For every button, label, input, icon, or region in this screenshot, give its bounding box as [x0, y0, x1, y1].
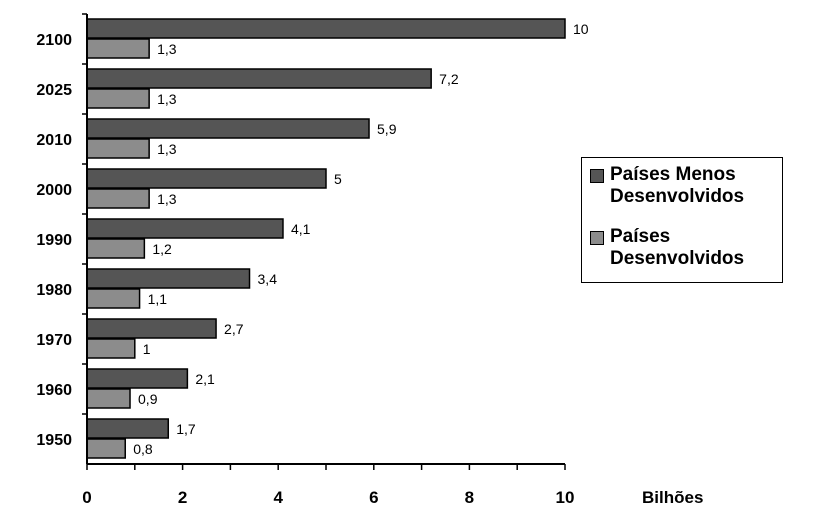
bar-less-developed-1950 [86, 418, 170, 439]
category-label-1990: 1990 [36, 232, 72, 249]
category-label-2000: 2000 [36, 182, 72, 199]
legend-label-less-developed: Países Menos Desenvolvidos [610, 164, 745, 207]
category-label-1970: 1970 [36, 332, 72, 349]
category-label-2100: 2100 [36, 32, 72, 49]
category-label-1960: 1960 [36, 382, 72, 399]
data-label-developed-1990: 1,2 [152, 241, 172, 257]
category-label-1950: 1950 [36, 432, 72, 449]
bar-less-developed-2100 [86, 18, 566, 39]
data-label-less-developed-1980: 3,4 [258, 271, 278, 287]
data-label-less-developed-1950: 1,7 [176, 421, 196, 437]
data-label-less-developed-2000: 5 [334, 171, 342, 187]
category-label-2025: 2025 [36, 82, 72, 99]
data-label-less-developed-1970: 2,7 [224, 321, 244, 337]
legend-swatch-developed [590, 231, 604, 245]
bar-less-developed-2010 [86, 118, 370, 139]
data-label-less-developed-2025: 7,2 [439, 71, 459, 87]
legend: Países Menos Desenvolvidos Países Desenv… [581, 157, 783, 283]
bar-developed-1960 [86, 388, 131, 409]
data-label-less-developed-2100: 10 [573, 21, 589, 37]
bar-developed-2025 [86, 88, 150, 109]
data-label-less-developed-2010: 5,9 [377, 121, 397, 137]
category-label-1980: 1980 [36, 282, 72, 299]
x-tick-label-2: 2 [178, 488, 187, 507]
data-label-developed-1950: 0,8 [133, 441, 153, 457]
bar-developed-2010 [86, 138, 150, 159]
category-label-2010: 2010 [36, 132, 72, 149]
legend-item-developed: Países Desenvolvidos [590, 226, 782, 270]
x-tick-label-10: 10 [556, 488, 575, 507]
bar-less-developed-1960 [86, 368, 189, 389]
legend-item-less-developed: Países Menos Desenvolvidos [590, 164, 782, 208]
x-tick-label-8: 8 [465, 488, 474, 507]
bar-developed-1970 [86, 338, 136, 359]
bar-developed-1990 [86, 238, 146, 259]
bar-less-developed-1990 [86, 218, 284, 239]
bar-less-developed-2025 [86, 68, 432, 89]
legend-swatch-less-developed [590, 169, 604, 183]
legend-label-developed: Países Desenvolvidos [610, 226, 745, 269]
x-tick-label-4: 4 [273, 488, 283, 507]
data-label-less-developed-1990: 4,1 [291, 221, 311, 237]
x-tick-label-0: 0 [82, 488, 91, 507]
bar-developed-2000 [86, 188, 150, 209]
data-label-developed-2025: 1,3 [157, 91, 177, 107]
bar-less-developed-1970 [86, 318, 217, 339]
bars-group: 1,7 0,8 2,1 0,9 2,7 1 3,4 1,1 4,1 1,2 5 1,3 5,9 1,3 7,… [86, 18, 589, 459]
data-label-developed-2100: 1,3 [157, 41, 177, 57]
bar-developed-1950 [86, 438, 126, 459]
data-label-developed-2000: 1,3 [157, 191, 177, 207]
data-label-developed-1980: 1,1 [148, 291, 168, 307]
x-tick-label-6: 6 [369, 488, 378, 507]
bar-less-developed-1980 [86, 268, 251, 289]
axes-group: 1950 1960 1970 1980 1990 2000 2010 2025 2100 0 2 4 6… [36, 13, 575, 507]
bar-less-developed-2000 [86, 168, 327, 189]
data-label-developed-1970: 1 [143, 341, 151, 357]
data-label-developed-2010: 1,3 [157, 141, 177, 157]
bar-developed-1980 [86, 288, 141, 309]
bar-developed-2100 [86, 38, 150, 59]
data-label-developed-1960: 0,9 [138, 391, 158, 407]
data-label-less-developed-1960: 2,1 [195, 371, 215, 387]
x-axis-label: Bilhões [642, 488, 703, 507]
